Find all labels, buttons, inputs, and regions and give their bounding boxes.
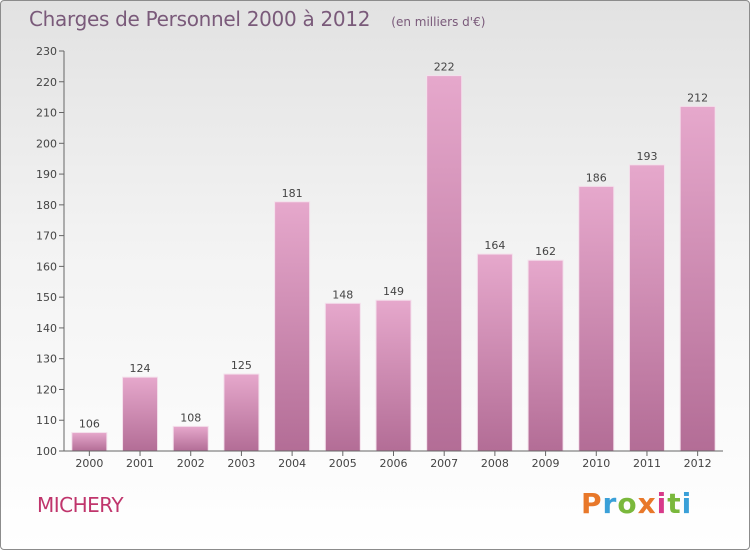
bar-2008 <box>476 253 513 452</box>
y-tick-label: 170 <box>36 230 57 243</box>
y-tick-label: 210 <box>36 107 57 120</box>
proxiti-logo: Proxiti <box>581 487 692 520</box>
x-tick-label-2007: 2007 <box>430 457 458 470</box>
x-tick-label-2011: 2011 <box>633 457 661 470</box>
y-tick-label: 110 <box>36 414 57 427</box>
x-tick-label-2005: 2005 <box>329 457 357 470</box>
data-label-2005: 148 <box>332 288 353 301</box>
data-label-2004: 181 <box>282 187 303 200</box>
bar-2002 <box>172 425 209 452</box>
bar-2010 <box>578 185 615 452</box>
x-tick-label-2008: 2008 <box>481 457 509 470</box>
data-label-2012: 212 <box>687 91 708 104</box>
y-tick-label: 180 <box>36 199 57 212</box>
x-tick-label-2004: 2004 <box>278 457 306 470</box>
y-tick-label: 130 <box>36 353 57 366</box>
data-label-2002: 108 <box>180 411 201 424</box>
logo-letter: i <box>681 487 693 520</box>
x-tick-label-2000: 2000 <box>75 457 103 470</box>
bar-2001 <box>122 376 159 452</box>
y-tick-label: 200 <box>36 137 57 150</box>
y-tick-label: 220 <box>36 76 57 89</box>
x-tick-label-2003: 2003 <box>227 457 255 470</box>
bar-2011 <box>628 164 665 452</box>
data-label-2007: 222 <box>434 61 455 74</box>
logo-letter: P <box>581 487 603 520</box>
logo-letter: o <box>617 487 638 520</box>
y-tick-label: 150 <box>36 291 57 304</box>
x-tick-label-2001: 2001 <box>126 457 154 470</box>
data-label-2001: 124 <box>130 362 151 375</box>
chart-title: Charges de Personnel 2000 à 2012 <box>29 7 371 31</box>
bar-2012 <box>679 105 716 452</box>
bar-2005 <box>324 302 361 452</box>
bar-2000 <box>71 432 108 452</box>
bar-2003 <box>223 373 260 452</box>
x-tick-label-2012: 2012 <box>684 457 712 470</box>
y-tick-label: 140 <box>36 322 57 335</box>
data-label-2003: 125 <box>231 359 252 372</box>
logo-letter: r <box>602 487 618 520</box>
logo-letter: t <box>667 487 682 520</box>
x-tick-label-2010: 2010 <box>582 457 610 470</box>
town-name: MICHERY <box>37 493 124 517</box>
logo-letter: i <box>656 487 668 520</box>
data-label-2011: 193 <box>636 150 657 163</box>
data-label-2009: 162 <box>535 245 556 258</box>
y-tick-label: 120 <box>36 383 57 396</box>
y-tick-label: 100 <box>36 445 57 458</box>
x-tick-label-2006: 2006 <box>380 457 408 470</box>
data-label-2010: 186 <box>586 171 607 184</box>
data-label-2000: 106 <box>79 418 100 431</box>
bar-2009 <box>527 259 564 452</box>
x-tick-label-2009: 2009 <box>532 457 560 470</box>
bar-2004 <box>274 201 311 452</box>
y-tick-label: 230 <box>36 45 57 58</box>
data-label-2008: 164 <box>484 239 505 252</box>
x-tick-label-2002: 2002 <box>177 457 205 470</box>
y-tick-label: 190 <box>36 168 57 181</box>
y-tick-label: 160 <box>36 260 57 273</box>
bar-2006 <box>375 299 412 452</box>
logo-letter: x <box>637 487 657 520</box>
title-row: Charges de Personnel 2000 à 2012 (en mil… <box>29 7 485 31</box>
bar-2007 <box>426 75 463 452</box>
chart-subtitle: (en milliers d'€) <box>391 15 486 29</box>
data-label-2006: 149 <box>383 285 404 298</box>
